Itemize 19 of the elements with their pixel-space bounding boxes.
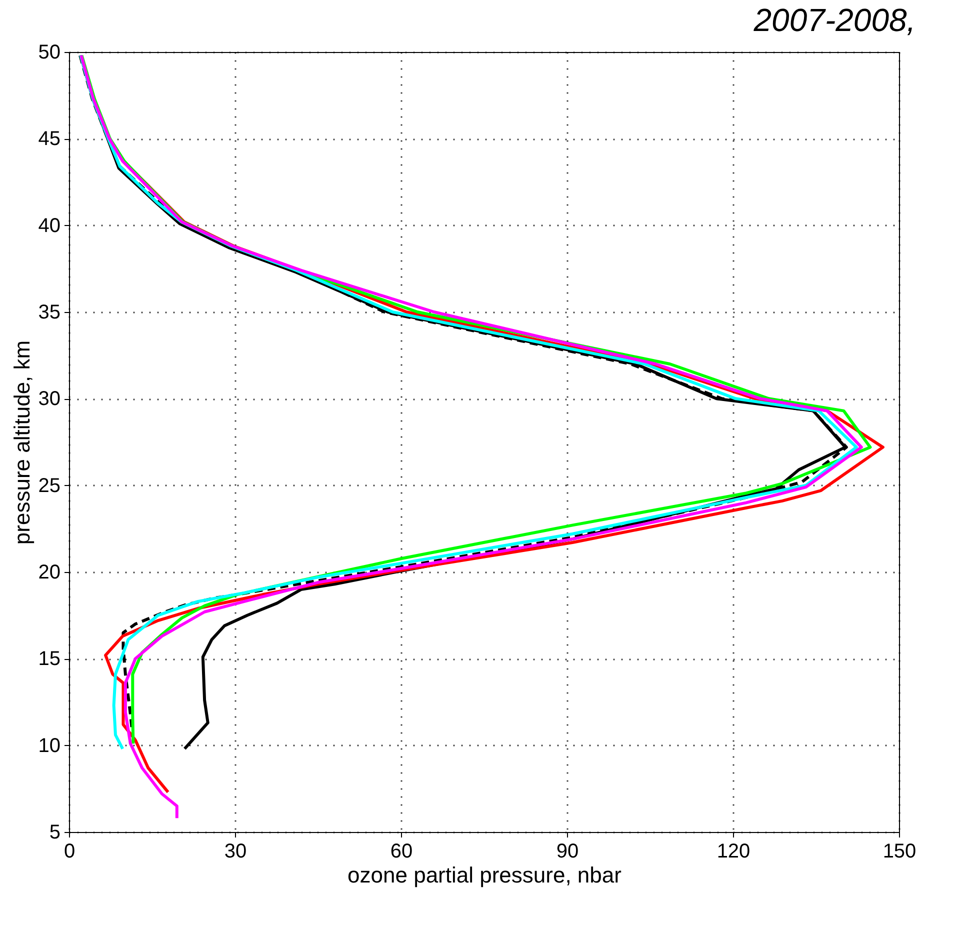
y-tick-label: 15 bbox=[38, 648, 60, 670]
y-tick-label: 10 bbox=[38, 734, 60, 757]
x-tick-label: 30 bbox=[224, 840, 247, 862]
x-tick-label: 120 bbox=[716, 840, 750, 862]
y-tick-label: 45 bbox=[38, 128, 60, 150]
x-axis-title: ozone partial pressure, nbar bbox=[348, 862, 622, 888]
y-tick-label: 40 bbox=[38, 214, 60, 237]
x-tick-label: 90 bbox=[556, 840, 579, 862]
y-tick-label: 25 bbox=[38, 474, 60, 497]
y-tick-label: 20 bbox=[38, 562, 60, 584]
y-axis-title: pressure altitude, km bbox=[9, 340, 34, 545]
y-tick-label: 35 bbox=[38, 302, 60, 324]
x-tick-label: 60 bbox=[390, 840, 413, 862]
chart-title: 2007-2008, bbox=[752, 2, 916, 38]
y-tick-label: 5 bbox=[49, 822, 60, 844]
x-tick-label: 0 bbox=[64, 840, 76, 862]
x-tick-label: 150 bbox=[882, 840, 916, 862]
y-tick-label: 30 bbox=[38, 388, 60, 410]
y-tick-label: 50 bbox=[38, 42, 60, 64]
